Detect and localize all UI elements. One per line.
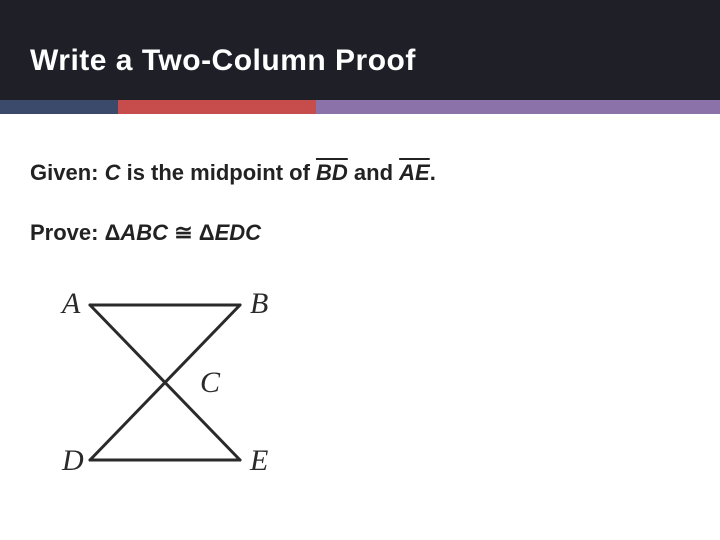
segment-ae: AE (399, 160, 430, 185)
given-lead: Given: (30, 160, 105, 185)
prove-cong: ≅ Δ (168, 220, 214, 245)
slide-header: Write a Two-Column Proof (0, 0, 720, 114)
prove-lead: Prove: Δ (30, 220, 120, 245)
accent-segment (118, 100, 316, 114)
svg-text:C: C (200, 366, 221, 399)
slide-title: Write a Two-Column Proof (30, 44, 416, 78)
given-statement: Given: C is the midpoint of BD and AE. (30, 160, 436, 186)
accent-strip (0, 100, 720, 114)
given-tail: . (430, 160, 436, 185)
triangle-edc: EDC (215, 220, 261, 245)
geometry-figure: A B D E C (30, 270, 290, 500)
slide: Write a Two-Column Proof Given: C is the… (0, 0, 720, 540)
svg-text:B: B (250, 287, 268, 320)
svg-text:D: D (61, 444, 84, 477)
prove-statement: Prove: ΔABC ≅ ΔEDC (30, 220, 261, 246)
given-var-c: C (105, 160, 121, 185)
accent-segment (316, 100, 720, 114)
segment-bd: BD (316, 160, 348, 185)
figure-svg: A B D E C (30, 270, 290, 500)
given-and: and (348, 160, 399, 185)
svg-text:E: E (249, 444, 268, 477)
svg-text:A: A (60, 287, 81, 320)
accent-segment (0, 100, 118, 114)
given-mid: is the midpoint of (120, 160, 316, 185)
triangle-abc: ABC (120, 220, 168, 245)
